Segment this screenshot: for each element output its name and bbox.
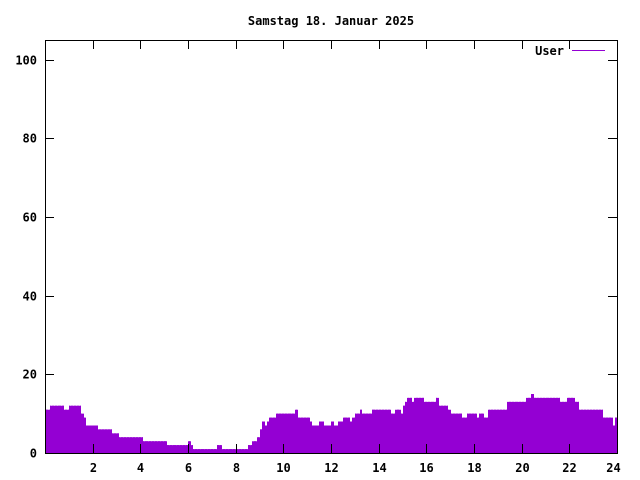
x-axis-ticks: 2 4 6 8 10 12 14 16 18 20 22 24 [90,40,621,475]
bar-series [45,394,617,453]
x-tick-label: 24 [606,461,620,475]
legend-label: User [535,44,564,58]
x-tick-label: 18 [467,461,481,475]
x-tick-label: 6 [185,461,192,475]
x-tick-label: 4 [137,461,144,475]
y-tick-label: 40 [23,290,37,304]
x-tick-label: 10 [276,461,290,475]
plot-frame [45,40,618,454]
legend: User [535,44,605,58]
x-tick-label: 16 [419,461,433,475]
x-tick-label: 22 [562,461,576,475]
y-tick-label: 80 [23,132,37,146]
chart-title: Samstag 18. Januar 2025 [248,14,414,28]
x-tick-label: 14 [372,461,386,475]
y-tick-label: 100 [15,54,37,68]
x-tick-label: 2 [90,461,97,475]
y-tick-label: 60 [23,211,37,225]
x-tick-label: 20 [515,461,529,475]
x-tick-label: 12 [324,461,338,475]
y-tick-label: 20 [23,368,37,382]
x-tick-label: 8 [233,461,240,475]
y-tick-label: 0 [30,447,37,461]
